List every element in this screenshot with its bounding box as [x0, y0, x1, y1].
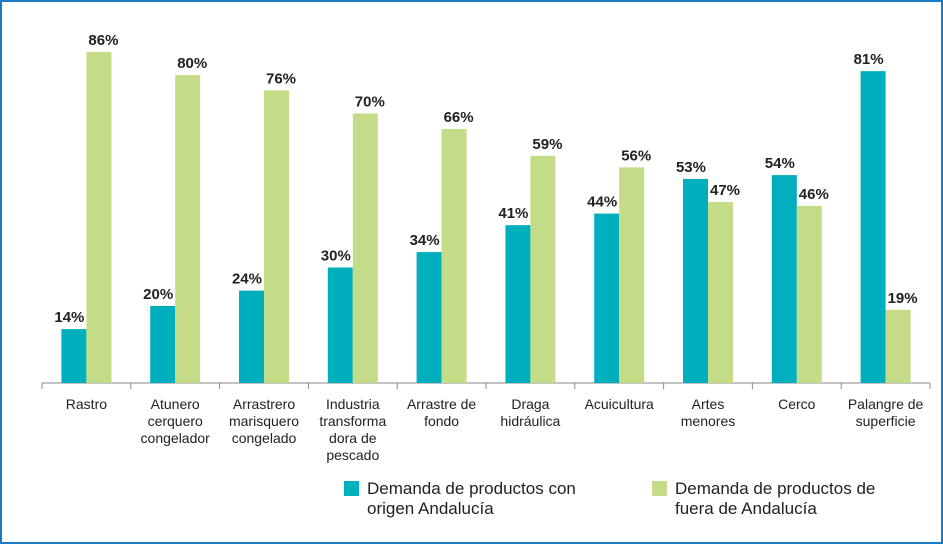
text-line: Industria [326, 396, 380, 412]
data-label: 66% [444, 109, 474, 126]
bar [683, 178, 708, 383]
data-label: 80% [177, 55, 207, 72]
text-line: Arrastrero [233, 396, 295, 412]
text-line: Demanda de productos de [675, 479, 875, 498]
legend-label: Demanda de productos de fuera de Andalucí… [675, 479, 875, 518]
data-label: 70% [355, 94, 385, 111]
bar [239, 290, 264, 383]
x-tick-label: Cerco [778, 396, 816, 412]
data-label: 30% [321, 248, 351, 265]
x-tick-label: Atunero cerquero congelador [141, 396, 211, 446]
bar [175, 75, 201, 383]
legend-swatch [652, 481, 667, 496]
text-line: hidráulica [500, 413, 560, 429]
bar [505, 225, 531, 383]
text-line: transforma [319, 413, 386, 429]
text-line: menores [681, 413, 735, 429]
data-label: 81% [854, 51, 884, 68]
text-line: fuera de Andalucía [675, 499, 817, 518]
data-label: 19% [888, 290, 918, 307]
text-line: pescado [326, 447, 379, 463]
bar [441, 128, 467, 383]
data-label: 41% [498, 205, 528, 222]
text-line: Arrastre de [407, 396, 476, 412]
data-label: 46% [799, 186, 829, 203]
text-line: congelado [232, 430, 297, 446]
text-line: congelador [141, 430, 211, 446]
text-line: Palangre de [848, 396, 924, 412]
x-tick-label: Industria transforma dora de pescado [319, 396, 386, 463]
data-label: 47% [710, 182, 740, 199]
bar [264, 90, 289, 384]
bar [860, 71, 886, 384]
bar [150, 306, 176, 383]
bar [416, 252, 442, 383]
data-label: 20% [143, 286, 173, 303]
bar [619, 167, 645, 383]
data-label: 86% [88, 32, 118, 49]
bar [708, 202, 733, 383]
bar [61, 329, 87, 383]
data-label: 53% [676, 159, 706, 176]
text-line: dora de [329, 430, 377, 446]
text-line: marisquero [229, 413, 299, 429]
legend-label: Demanda de productos con origen Andalucía [367, 479, 576, 518]
data-label: 76% [266, 70, 296, 87]
text-line: Demanda de productos con [367, 479, 576, 498]
text-line: fondo [424, 413, 459, 429]
bar [327, 267, 353, 383]
bar [885, 309, 911, 383]
bar [796, 205, 822, 383]
bar [86, 51, 112, 384]
data-label: 14% [54, 309, 84, 326]
bar [530, 155, 556, 383]
data-label: 59% [532, 136, 562, 153]
data-label: 34% [410, 232, 440, 249]
text-line: superficie [856, 413, 916, 429]
data-label: 54% [765, 155, 795, 172]
text-line: Acuicultura [585, 396, 654, 412]
text-line: origen Andalucía [367, 499, 494, 518]
bar [352, 113, 378, 383]
x-tick-label: Arrastre de fondo [407, 396, 476, 429]
text-line: Rastro [66, 396, 107, 412]
text-line: Artes [692, 396, 725, 412]
x-tick-label: Rastro [66, 396, 107, 412]
data-label: 56% [621, 147, 651, 164]
x-tick-label: Draga hidráulica [500, 396, 560, 429]
text-line: Atunero [151, 396, 200, 412]
text-line: cerquero [148, 413, 203, 429]
x-tick-label: Acuicultura [585, 396, 654, 412]
x-tick-label: Palangre de superficie [848, 396, 924, 429]
text-line: Cerco [778, 396, 816, 412]
x-tick-label: Arrastrero marisquero congelado [229, 396, 299, 446]
x-tick-label: Artes menores [681, 396, 735, 429]
data-label: 24% [232, 271, 262, 288]
data-label: 44% [587, 194, 617, 211]
text-line: Draga [511, 396, 549, 412]
legend-swatch [344, 481, 359, 496]
bar [594, 213, 620, 383]
bar [771, 175, 797, 383]
